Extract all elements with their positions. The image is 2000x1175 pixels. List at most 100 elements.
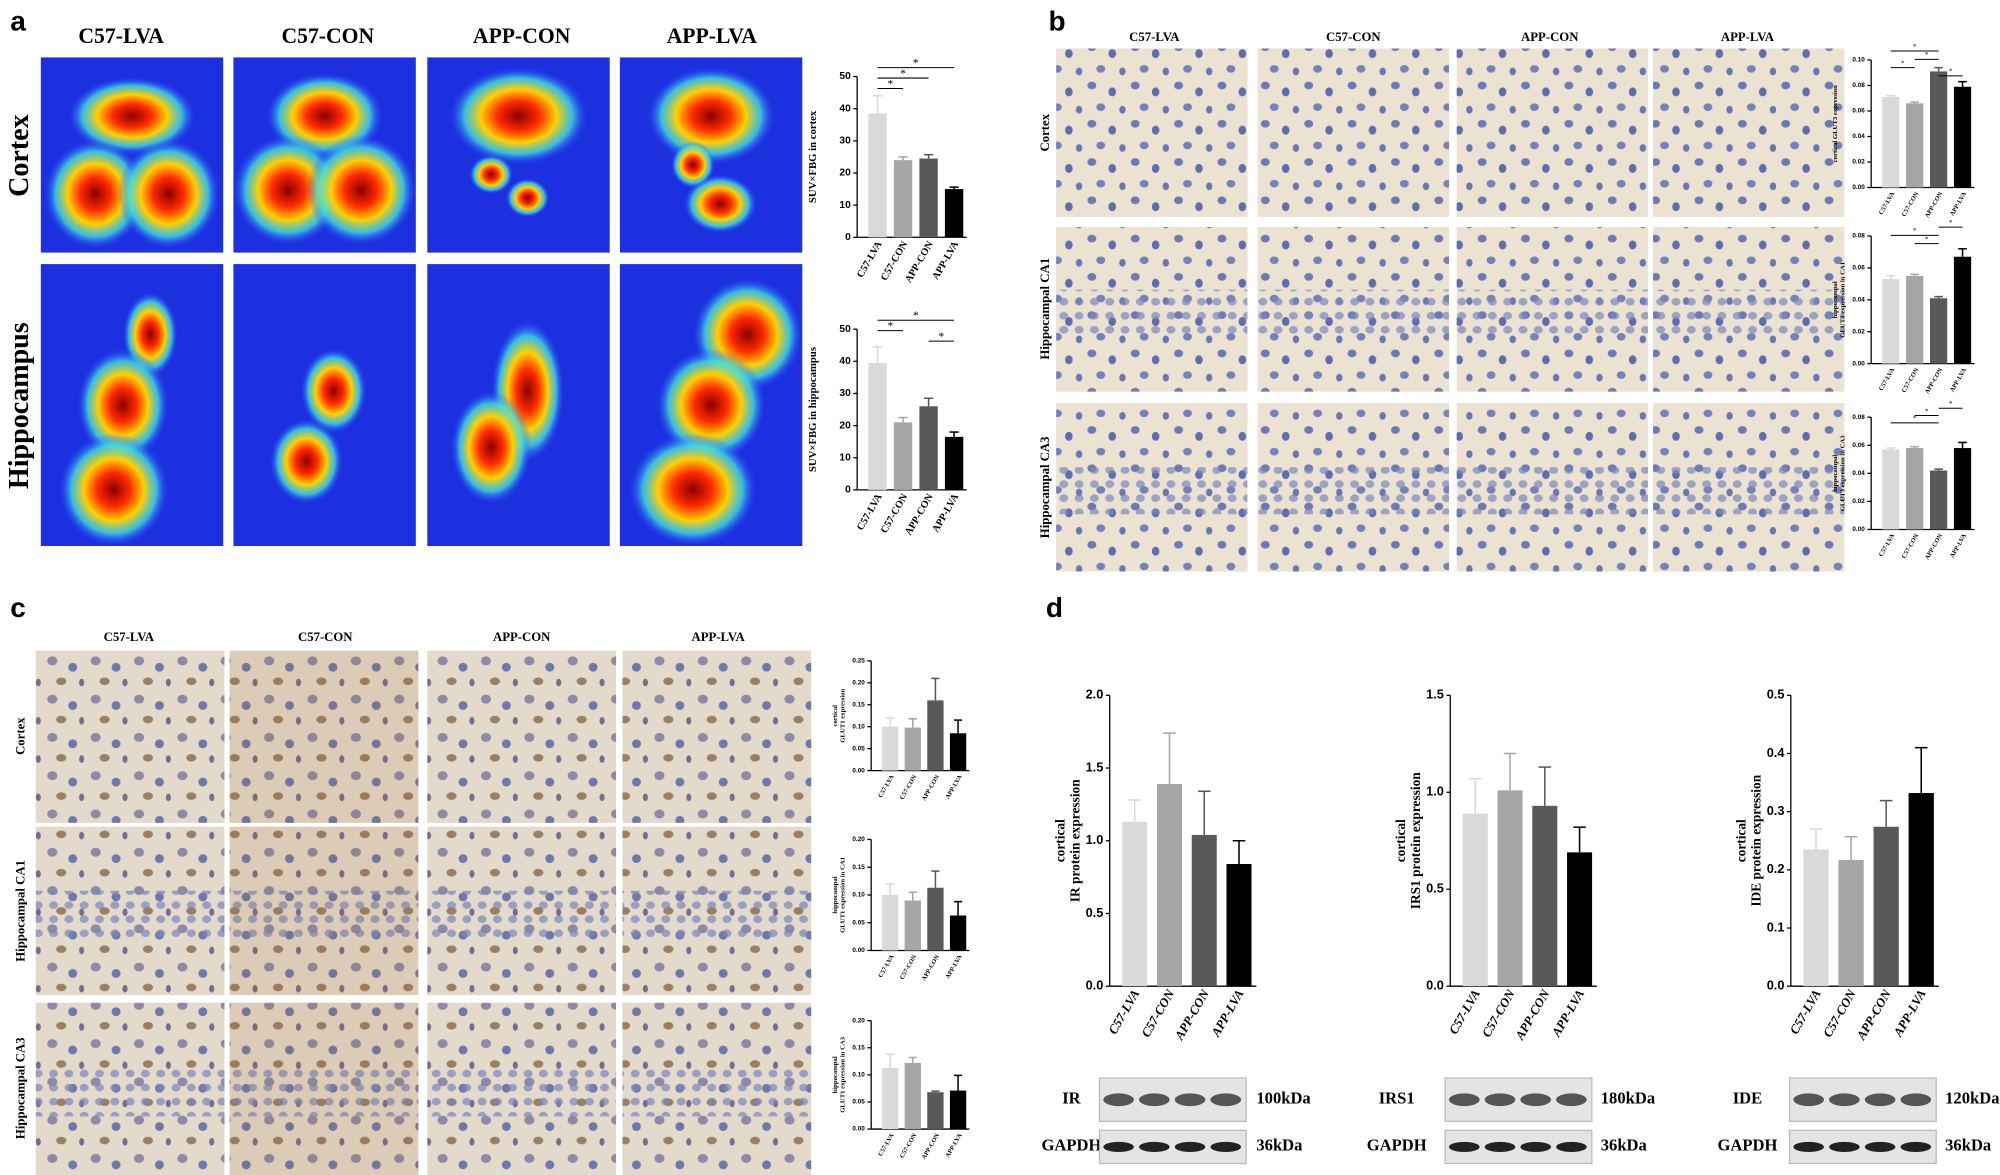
- blot-band: [1520, 1141, 1552, 1153]
- blot-size: 180kDa: [1601, 1089, 1656, 1108]
- y-tick-label: 0.20: [852, 1017, 865, 1024]
- x-tick-label: C57-CON: [899, 774, 919, 801]
- blot-band: [1448, 1141, 1480, 1153]
- y-tick-label: 0.06: [1852, 265, 1865, 272]
- y-tick-label: 10: [839, 452, 851, 463]
- pet-blob: [451, 390, 532, 504]
- bar: [927, 887, 944, 951]
- blot-band: [1829, 1093, 1860, 1107]
- pet-signal: [629, 278, 803, 547]
- x-tick-label: C57-CON: [899, 953, 919, 980]
- y-tick-label: 0.05: [852, 745, 865, 752]
- bar: [881, 1067, 899, 1130]
- y-tick-label: 0.5: [1767, 687, 1785, 702]
- y-tick-label: 0.08: [1852, 414, 1865, 421]
- pet-blob: [683, 174, 757, 234]
- blot-size: 36kDa: [1256, 1136, 1303, 1155]
- pet-signal: [647, 67, 775, 234]
- column-header: APP-LVA: [692, 630, 746, 644]
- pet-blob: [505, 178, 550, 218]
- column-header: APP-CON: [473, 24, 571, 48]
- stain: [229, 650, 419, 823]
- bar: [1882, 449, 1900, 530]
- y-axis-label: hippocampal: [832, 1056, 839, 1093]
- x-tick-label: C57-LVA: [1878, 191, 1897, 217]
- stain: [229, 826, 419, 996]
- cell-layer: [1456, 289, 1648, 336]
- blot-band: [1793, 1093, 1824, 1107]
- y-tick-label: 1.5: [1086, 759, 1104, 774]
- y-tick-label: 0.06: [1852, 442, 1865, 449]
- bar: [927, 1092, 944, 1130]
- pet-blob: [44, 139, 147, 249]
- y-tick-label: 0.02: [1852, 159, 1865, 166]
- column-header: C57-CON: [281, 24, 374, 48]
- y-axis-label: GLUT1 expression: [840, 688, 847, 742]
- significance-label: *: [1913, 43, 1917, 51]
- bar: [1953, 86, 1972, 188]
- pet-blob: [449, 67, 588, 165]
- x-tick-label: APP-CON: [1924, 367, 1945, 396]
- row-label: Hippocampus: [4, 322, 35, 489]
- x-tick-label: APP-CON: [1924, 532, 1945, 561]
- y-tick-label: 0.04: [1852, 296, 1865, 303]
- pet-blob: [117, 139, 220, 249]
- significance-label: *: [1901, 59, 1905, 67]
- y-axis-label: IR protein expression: [1068, 779, 1083, 902]
- cell-layer: [427, 890, 617, 938]
- stain: [229, 1002, 419, 1175]
- significance-label: *: [1949, 68, 1953, 76]
- pet-blob: [68, 76, 196, 156]
- bar: [1226, 864, 1252, 987]
- y-tick-label: 0.4: [1767, 745, 1786, 760]
- y-axis-label: cortical: [1393, 819, 1408, 862]
- column-header: APP-LVA: [667, 24, 758, 48]
- y-tick-label: 0.04: [1852, 133, 1865, 140]
- bar: [1873, 826, 1899, 987]
- blot-band: [1864, 1141, 1896, 1153]
- x-tick-label: C57-LVA: [1878, 532, 1897, 558]
- y-tick-label: 50: [839, 71, 851, 82]
- y-tick-label: 0.05: [852, 1099, 865, 1106]
- blot-band: [1793, 1141, 1824, 1153]
- y-axis-label: hippocampal: [832, 876, 839, 913]
- y-tick-label: 0.10: [852, 892, 865, 899]
- cell-layer: [622, 890, 812, 938]
- x-tick-label: APP-CON: [921, 774, 942, 803]
- blot-band: [1103, 1141, 1134, 1153]
- y-tick-label: 0.02: [1852, 498, 1865, 505]
- blot-label: GAPDH: [1041, 1136, 1101, 1155]
- significance-label: *: [1925, 407, 1929, 415]
- bar: [868, 362, 887, 490]
- histology-image: [1456, 48, 1648, 217]
- blot-band: [1174, 1093, 1206, 1107]
- y-tick-label: 0.15: [852, 701, 865, 708]
- bar: [893, 160, 913, 238]
- y-tick-label: 0.15: [852, 864, 865, 871]
- cell-layer: [427, 1068, 617, 1117]
- column-header: C57-CON: [298, 630, 353, 644]
- bar: [1930, 470, 1948, 530]
- panel-label: d: [1046, 592, 1063, 623]
- blot-band: [1484, 1093, 1516, 1107]
- pet-blob: [629, 433, 757, 547]
- pet-signal: [59, 292, 178, 547]
- row-label: Hippocampal CA3: [14, 1037, 28, 1139]
- bar: [881, 726, 899, 771]
- blot-band: [1139, 1141, 1170, 1153]
- y-tick-label: 0: [845, 485, 851, 496]
- bar: [1953, 256, 1972, 364]
- significance-label: *: [1913, 415, 1917, 423]
- bar: [1882, 96, 1900, 188]
- x-tick-label: C57-CON: [1901, 532, 1921, 559]
- blot-band: [1448, 1093, 1480, 1107]
- cell-layer: [622, 1068, 812, 1117]
- column-header: C57-LVA: [78, 24, 164, 48]
- bar: [1906, 448, 1924, 530]
- y-axis-label: cortical GLUT3 expression: [1832, 85, 1839, 162]
- pet-signal: [44, 76, 220, 249]
- y-tick-label: 0.02: [1852, 328, 1865, 335]
- y-tick-label: 0.20: [852, 679, 865, 686]
- blot-band: [1210, 1093, 1242, 1107]
- bar: [904, 727, 921, 771]
